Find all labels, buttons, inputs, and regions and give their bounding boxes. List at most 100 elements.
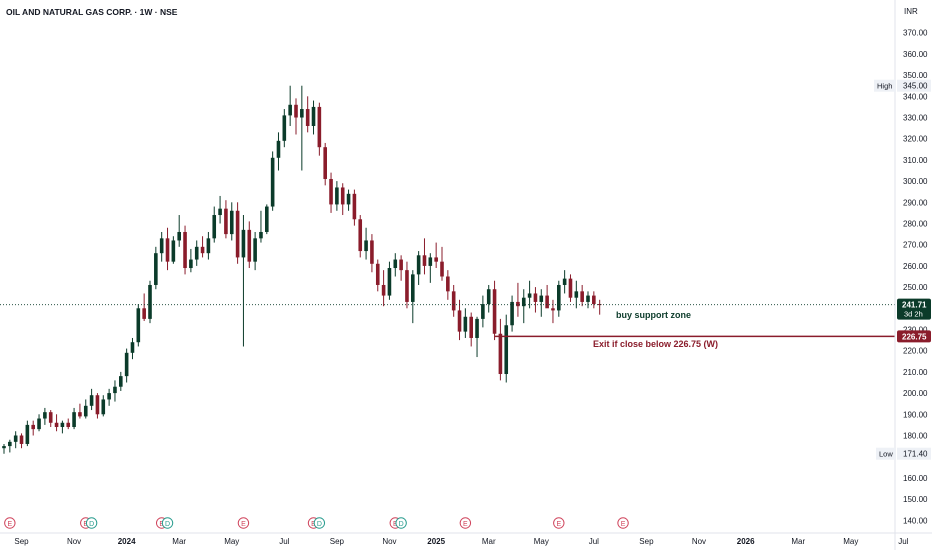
candle-body bbox=[446, 276, 450, 292]
earnings-marker[interactable]: E bbox=[553, 517, 565, 529]
candle-body bbox=[358, 219, 363, 252]
candle-body bbox=[66, 422, 71, 428]
candle-body bbox=[475, 318, 479, 338]
price-tick-label: 300.00 bbox=[903, 177, 928, 186]
current-price-value: 241.71 bbox=[902, 301, 927, 310]
candle-body bbox=[504, 325, 509, 375]
current-price-badge bbox=[897, 298, 931, 320]
overlays bbox=[0, 304, 895, 338]
low-value-label: 171.40 bbox=[903, 450, 928, 459]
candle-body bbox=[451, 291, 456, 311]
candle-body bbox=[457, 310, 462, 332]
marker-letter: E bbox=[311, 521, 316, 528]
marker-letter: E bbox=[393, 521, 398, 528]
candle-body bbox=[346, 193, 351, 205]
low-badge-bg bbox=[876, 447, 896, 460]
price-tick-label: 320.00 bbox=[903, 135, 928, 144]
exit-level-value: 226.75 bbox=[902, 332, 927, 341]
candle-body bbox=[165, 238, 170, 262]
dividend-marker[interactable]: D bbox=[395, 517, 407, 529]
candle-body bbox=[247, 229, 252, 262]
time-tick-label: Sep bbox=[639, 537, 654, 546]
candle-body bbox=[31, 424, 35, 430]
candle-body bbox=[440, 261, 444, 277]
dividend-marker[interactable]: D bbox=[85, 517, 98, 529]
marker-circle bbox=[617, 517, 629, 529]
candle-body bbox=[224, 208, 228, 235]
time-tick-label: Nov bbox=[67, 537, 81, 546]
time-tick-label: Sep bbox=[330, 537, 345, 546]
low-value-bg bbox=[897, 447, 931, 460]
marker-letter: E bbox=[83, 521, 88, 528]
candle-body bbox=[411, 274, 415, 302]
marker-circle bbox=[459, 517, 472, 529]
candle-body bbox=[294, 104, 298, 118]
candle-body bbox=[19, 435, 24, 444]
candle-body bbox=[521, 297, 526, 307]
candle-body bbox=[107, 393, 111, 400]
marker-circle bbox=[395, 517, 407, 529]
time-tick-label: Mar bbox=[791, 537, 805, 546]
dividend-marker[interactable]: D bbox=[161, 517, 174, 529]
price-tick-label: 270.00 bbox=[903, 241, 928, 250]
candle-body bbox=[597, 304, 602, 306]
candle-body bbox=[241, 229, 246, 258]
candle-body bbox=[8, 441, 12, 447]
candle-body bbox=[486, 289, 491, 305]
time-tick-label: May bbox=[843, 537, 858, 546]
candle-body bbox=[130, 342, 135, 353]
candle-body bbox=[276, 140, 281, 158]
candle-body bbox=[83, 405, 88, 417]
candle-body bbox=[78, 412, 82, 417]
dividend-marker[interactable]: D bbox=[313, 517, 326, 529]
candle-body bbox=[551, 308, 555, 311]
candle-body bbox=[574, 291, 579, 298]
candle-body bbox=[194, 246, 199, 260]
candle-body bbox=[200, 246, 205, 254]
candle-body bbox=[305, 109, 310, 126]
candle-body bbox=[206, 238, 211, 254]
price-tick-label: 250.00 bbox=[903, 283, 928, 292]
marker-letter: E bbox=[241, 521, 246, 528]
price-tick-label: 360.00 bbox=[903, 50, 928, 59]
high-value-label: 345.00 bbox=[903, 82, 928, 91]
candle-body bbox=[43, 412, 47, 419]
candle-body bbox=[218, 208, 222, 216]
candle-body bbox=[171, 240, 176, 262]
candle-body bbox=[340, 187, 345, 205]
candle-body bbox=[288, 104, 292, 116]
candle-body bbox=[568, 278, 573, 298]
candle-body bbox=[469, 316, 473, 338]
candle-body bbox=[317, 106, 322, 148]
low-badge-label: Low bbox=[879, 450, 893, 459]
candle-body bbox=[352, 193, 357, 220]
time-tick-label: 2026 bbox=[737, 537, 755, 546]
time-axis[interactable]: Sep Nov 2024 Mar May Jul Sep Nov 2025 Mar May Jul Se… bbox=[0, 532, 932, 546]
candle-body bbox=[463, 316, 468, 332]
price-tick-label: 210.00 bbox=[903, 368, 928, 377]
candle-body bbox=[189, 259, 193, 269]
price-tick-label: 370.00 bbox=[903, 29, 928, 38]
candle-body bbox=[416, 255, 421, 275]
candle-body bbox=[434, 257, 438, 262]
earnings-marker[interactable]: E bbox=[459, 517, 472, 529]
earnings-marker[interactable]: E bbox=[237, 517, 250, 529]
candle-body bbox=[37, 418, 41, 430]
price-tick-label: 140.00 bbox=[903, 516, 928, 525]
candle-body bbox=[393, 259, 398, 269]
price-tick-label: 200.00 bbox=[903, 389, 928, 398]
candle-body bbox=[329, 178, 333, 205]
candle-body bbox=[562, 278, 567, 285]
currency-label: INR bbox=[904, 7, 918, 16]
candle-body bbox=[311, 106, 316, 126]
earnings-marker[interactable]: E bbox=[4, 517, 16, 529]
current-price-countdown: 3d 2h bbox=[904, 310, 923, 319]
earnings-marker[interactable]: E bbox=[617, 517, 629, 529]
time-tick-label: 2024 bbox=[118, 537, 136, 546]
candle-body bbox=[300, 109, 304, 118]
marker-letter: E bbox=[8, 521, 13, 528]
price-tick-label: 260.00 bbox=[903, 262, 928, 271]
